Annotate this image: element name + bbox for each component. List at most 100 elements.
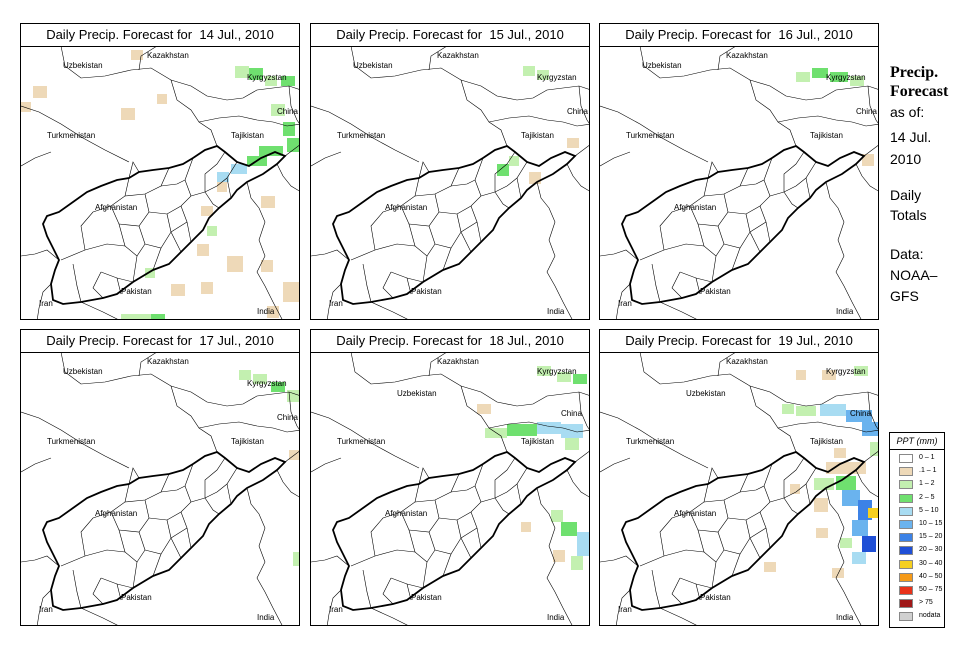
label-pakistan: Pakistan <box>411 287 442 296</box>
label-afghanistan: Afghanistan <box>95 203 137 212</box>
legend-swatch <box>899 599 913 609</box>
label-iran: Iran <box>618 605 632 614</box>
precip-cells <box>796 68 874 166</box>
label-china: China <box>850 409 871 418</box>
label-iran: Iran <box>39 605 53 614</box>
asof-date-line-1: 14 Jul. <box>890 129 932 145</box>
precip-cells <box>239 370 299 566</box>
precip-cells <box>21 50 299 319</box>
label-iran: Iran <box>39 299 53 308</box>
precip-map: Kazakhstan Uzbekistan Kyrgyzstan China T… <box>600 352 878 625</box>
legend-label: 40 – 50 <box>919 572 943 580</box>
legend-label: 20 – 30 <box>919 546 943 554</box>
legend-item: 5 – 10 <box>899 506 943 517</box>
label-uzbekistan: Uzbekistan <box>397 389 437 398</box>
label-pakistan: Pakistan <box>700 287 731 296</box>
precip-cells <box>764 366 878 578</box>
label-pakistan: Pakistan <box>121 287 152 296</box>
label-kazakhstan: Kazakhstan <box>726 51 768 60</box>
label-china: China <box>567 107 588 116</box>
label-turkmenistan: Turkmenistan <box>626 437 674 446</box>
legend-swatch <box>899 454 913 463</box>
precip-map: Kazakhstan Uzbekistan Kyrgyzstan China T… <box>600 46 878 319</box>
label-india: India <box>836 307 854 316</box>
label-turkmenistan: Turkmenistan <box>626 131 674 140</box>
label-afghanistan: Afghanistan <box>674 509 716 518</box>
data-line-2: NOAA– <box>890 267 938 283</box>
legend-item: > 75 <box>899 599 943 609</box>
legend-swatch <box>899 506 913 516</box>
label-pakistan: Pakistan <box>411 593 442 602</box>
label-kazakhstan: Kazakhstan <box>147 357 189 366</box>
heading-line-1: Precip. <box>890 64 939 81</box>
label-kazakhstan: Kazakhstan <box>726 357 768 366</box>
label-china: China <box>856 107 877 116</box>
panel-title: Daily Precip. Forecast for 19 Jul., 2010 <box>600 330 878 353</box>
heading-line-2: Forecast <box>890 83 949 100</box>
label-tajikistan: Tajikistan <box>231 131 264 140</box>
label-pakistan: Pakistan <box>700 593 731 602</box>
legend-swatch <box>899 572 913 582</box>
label-china: China <box>277 413 298 422</box>
legend-item: 40 – 50 <box>899 572 943 583</box>
label-kyrgyzstan: Kyrgyzstan <box>247 73 287 82</box>
legend-swatch <box>899 612 913 622</box>
precip-map: Kazakhstan Uzbekistan Kyrgyzstan China T… <box>21 46 299 319</box>
label-india: India <box>836 613 854 622</box>
panel-title: Daily Precip. Forecast for 14 Jul., 2010 <box>21 24 299 47</box>
data-line-1: Data: <box>890 246 924 262</box>
legend-item: 1 – 2 <box>899 480 943 490</box>
label-kyrgyzstan: Kyrgyzstan <box>537 73 577 82</box>
forecast-panel-14jul: Daily Precip. Forecast for 14 Jul., 2010 <box>20 23 300 320</box>
panel-title: Daily Precip. Forecast for 18 Jul., 2010 <box>311 330 589 353</box>
label-kyrgyzstan: Kyrgyzstan <box>247 379 287 388</box>
legend-swatch <box>899 559 913 569</box>
label-china: China <box>277 107 298 116</box>
legend-item: 50 – 75 <box>899 586 943 596</box>
label-kyrgyzstan: Kyrgyzstan <box>826 73 866 82</box>
label-uzbekistan: Uzbekistan <box>353 61 393 70</box>
label-turkmenistan: Turkmenistan <box>47 437 95 446</box>
legend-swatch <box>899 480 913 490</box>
label-pakistan: Pakistan <box>121 593 152 602</box>
legend-item: .1 – 1 <box>899 467 943 477</box>
legend-swatch <box>899 586 913 595</box>
label-kazakhstan: Kazakhstan <box>437 51 479 60</box>
label-turkmenistan: Turkmenistan <box>337 131 385 140</box>
legend-swatch <box>899 520 913 529</box>
legend-label: nodata <box>919 612 941 620</box>
precip-map: Kazakhstan Uzbekistan Kyrgyzstan China T… <box>311 352 589 625</box>
forecast-panel-18jul: Daily Precip. Forecast for 18 Jul., 2010… <box>310 329 590 626</box>
asof-label: as of: <box>890 104 925 120</box>
asof-date-line-2: 2010 <box>890 151 922 167</box>
label-china: China <box>561 409 582 418</box>
label-uzbekistan: Uzbekistan <box>686 389 726 398</box>
side-heading: Precip. Forecast <box>890 63 974 101</box>
legend-item: nodata <box>899 612 943 622</box>
legend-item: 20 – 30 <box>899 546 943 556</box>
label-kyrgyzstan: Kyrgyzstan <box>826 367 866 376</box>
label-uzbekistan: Uzbekistan <box>63 61 103 70</box>
legend-swatch <box>899 533 913 543</box>
totals-line-1: Daily <box>890 187 922 203</box>
legend-label: 5 – 10 <box>919 506 939 514</box>
label-iran: Iran <box>329 299 343 308</box>
legend-item: 15 – 20 <box>899 533 943 543</box>
label-tajikistan: Tajikistan <box>521 131 554 140</box>
forecast-panel-19jul: Daily Precip. Forecast for 19 Jul., 2010 <box>599 329 879 626</box>
label-uzbekistan: Uzbekistan <box>642 61 682 70</box>
legend-label: 0 – 1 <box>919 454 935 461</box>
label-turkmenistan: Turkmenistan <box>47 131 95 140</box>
label-kyrgyzstan: Kyrgyzstan <box>537 367 577 376</box>
label-afghanistan: Afghanistan <box>95 509 137 518</box>
label-iran: Iran <box>329 605 343 614</box>
label-tajikistan: Tajikistan <box>521 437 554 446</box>
label-india: India <box>257 613 275 622</box>
legend-item: 0 – 1 <box>899 454 943 464</box>
legend-label: .1 – 1 <box>919 467 937 475</box>
label-iran: Iran <box>618 299 632 308</box>
label-kazakhstan: Kazakhstan <box>437 357 479 366</box>
legend-swatch <box>899 546 913 556</box>
label-afghanistan: Afghanistan <box>385 203 427 212</box>
label-uzbekistan: Uzbekistan <box>63 367 103 376</box>
